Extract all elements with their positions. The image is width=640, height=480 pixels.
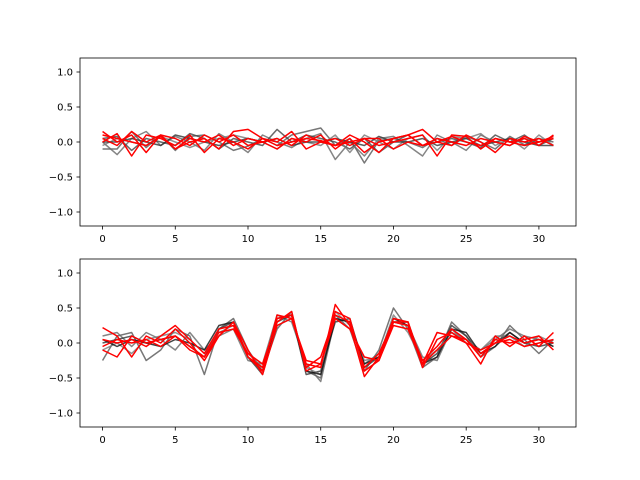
x-tick-label: 10 [242, 435, 255, 446]
x-tick-label: 20 [387, 435, 400, 446]
x-tick-label: 0 [99, 435, 105, 446]
y-tick-label: −0.5 [49, 374, 73, 385]
x-tick-label: 25 [460, 234, 473, 245]
series-lines [101, 303, 554, 383]
series-line-4 [102, 314, 554, 376]
series-lines [102, 127, 554, 164]
x-tick-label: 0 [99, 234, 105, 245]
x-tick-label: 5 [172, 435, 178, 446]
series-line-1 [102, 130, 554, 161]
x-tick-label: 15 [314, 435, 327, 446]
y-tick-label: −1.0 [49, 208, 73, 219]
x-tick-label: 15 [314, 234, 327, 245]
y-tick-label: 0.0 [57, 138, 73, 149]
x-tick-label: 5 [172, 234, 178, 245]
y-tick-label: 0.5 [57, 103, 73, 114]
y-tick-label: 1.0 [57, 269, 73, 280]
y-tick-label: −0.5 [49, 173, 73, 184]
bottom-subplot: 0 5 10 15 20 25 30 −1.0 −0.5 0.0 0.5 1.0 [49, 258, 577, 446]
y-tick-label: 0.0 [57, 339, 73, 350]
x-tick-label: 20 [387, 234, 400, 245]
y-tick-label: 0.5 [57, 304, 73, 315]
y-tick-label: −1.0 [49, 409, 73, 420]
x-tick-label: 30 [533, 435, 546, 446]
series-line-7 [102, 314, 554, 369]
x-tick-label: 25 [460, 435, 473, 446]
top-subplot: 0 5 10 15 20 25 30 −1.0 −0.5 0.0 0.5 1.0 [49, 57, 577, 245]
x-tick-label: 10 [242, 234, 255, 245]
y-tick-label: 1.0 [57, 68, 73, 79]
series-line-6 [102, 128, 554, 157]
series-line-7 [102, 130, 554, 150]
series-line-8 [102, 317, 554, 376]
x-tick-label: 30 [533, 234, 546, 245]
series-line-8 [102, 134, 554, 154]
